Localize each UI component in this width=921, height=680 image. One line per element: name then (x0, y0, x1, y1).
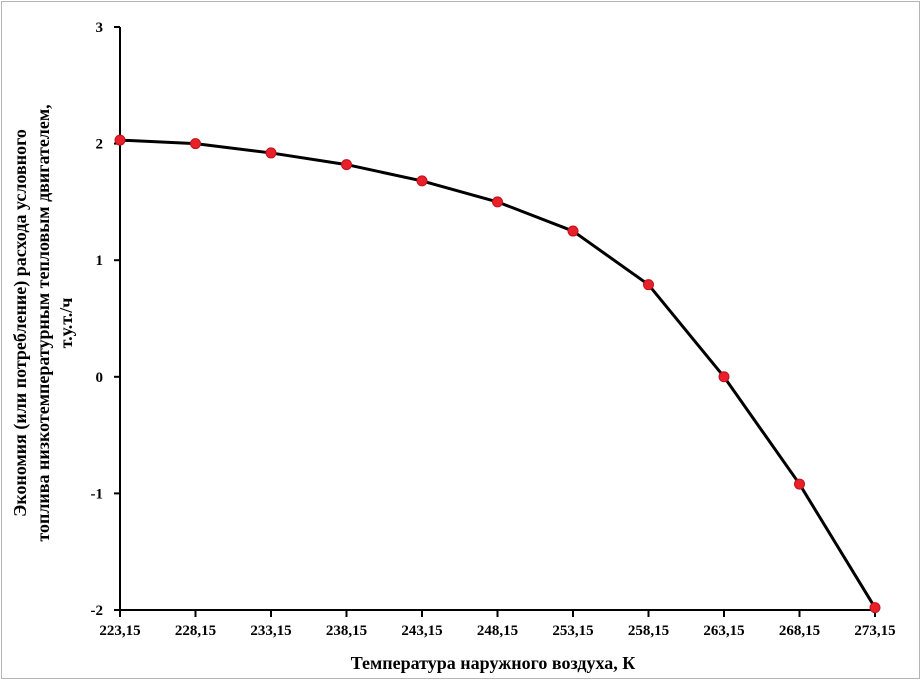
x-tick-label: 263,15 (703, 623, 744, 639)
data-point-marker (190, 138, 201, 150)
data-point-marker (794, 478, 805, 490)
y-tick-label: 0 (96, 370, 104, 386)
data-point-marker (265, 147, 277, 159)
data-point-marker (416, 175, 428, 187)
markers-group (114, 134, 881, 614)
x-tick-label: 243,15 (401, 623, 442, 639)
data-point-marker (492, 196, 503, 208)
y-axis-title-group: Экономия (или потребление) расхода услов… (10, 104, 76, 541)
x-tick-label: 268,15 (779, 623, 820, 639)
data-point-marker (643, 279, 654, 291)
y-axis-title-line-1: Экономия (или потребление) расхода услов… (10, 129, 31, 517)
x-tick-label: 238,15 (326, 623, 367, 639)
y-tick-labels: -2 -1 0 1 2 3 (91, 20, 104, 619)
axes-group (114, 26, 876, 617)
x-tick-label: 228,15 (175, 623, 216, 639)
x-tick-label: 258,15 (628, 623, 669, 639)
data-point-marker (341, 159, 352, 171)
x-axis-title: Температура наружного воздуха, К (351, 653, 636, 673)
y-tick-label: 2 (96, 137, 104, 153)
y-tick-label: -1 (91, 486, 104, 502)
x-tick-label: 223,15 (99, 623, 140, 639)
x-tick-label: 253,15 (552, 623, 593, 639)
x-tick-label: 248,15 (477, 623, 518, 639)
x-tick-label: 233,15 (250, 623, 291, 639)
y-axis-title-line-3: т.у.т./ч (56, 298, 76, 349)
series-line (119, 138, 877, 609)
data-point-marker (114, 134, 126, 146)
y-tick-label: -2 (91, 603, 104, 619)
series-group (119, 138, 877, 609)
x-tick-label: 273,15 (854, 623, 895, 639)
x-tick-labels: 223,15 228,15 233,15 238,15 243,15 248,15 253,… (99, 623, 895, 639)
data-point-marker (567, 225, 579, 237)
y-tick-label: 3 (96, 20, 104, 36)
data-point-marker (869, 602, 881, 614)
y-tick-label: 1 (96, 253, 104, 269)
data-point-marker (718, 371, 730, 383)
y-axis-title-line-2: топлива низкотемпературным тепловым двиг… (33, 104, 53, 541)
